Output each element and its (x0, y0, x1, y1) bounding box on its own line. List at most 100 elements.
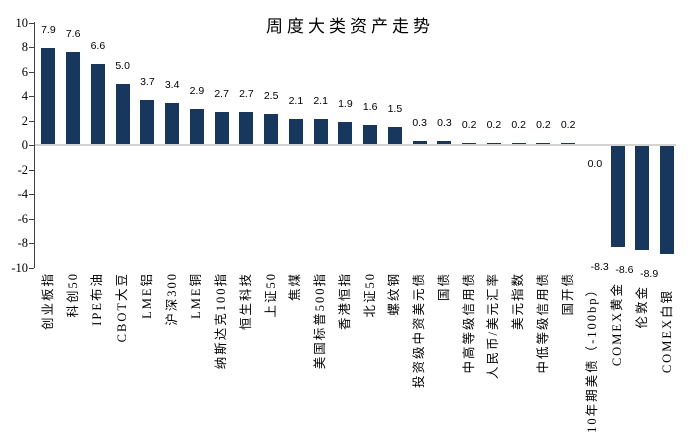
bar (165, 103, 180, 144)
y-tick-label: -4 (17, 187, 28, 201)
bar-value-label: 2.1 (288, 95, 304, 108)
category-label: LME铝 (139, 272, 154, 319)
category-label: 中低等级信用债 (535, 272, 550, 374)
y-axis-line (34, 22, 35, 268)
zero-gridline (35, 144, 676, 146)
y-tick-mark (29, 218, 34, 220)
chart-title: 周度大类资产走势 (266, 17, 434, 36)
bar-value-label: 0.3 (412, 117, 427, 130)
y-tick-label: 8 (21, 40, 28, 54)
y-tick-label: 6 (21, 64, 28, 79)
bar-value-label: 3.4 (164, 79, 180, 92)
bar (635, 146, 650, 251)
bar-value-label: 2.5 (263, 90, 279, 103)
bar-value-label: 2.7 (239, 87, 254, 100)
bar (41, 48, 56, 144)
y-tick-mark (29, 47, 34, 48)
y-tick-label: -2 (17, 162, 28, 177)
bar-value-label: -8.6 (615, 264, 634, 277)
category-label: 中高等级信用债 (461, 272, 476, 374)
category-label: 美元指数 (511, 272, 526, 331)
bar (239, 111, 254, 144)
category-label: CBOT大豆 (115, 272, 130, 343)
bar-value-label: 0.0 (587, 158, 603, 170)
bar-value-label: 0.2 (536, 118, 551, 131)
category-label: 北证50 (362, 272, 377, 318)
bar-value-label: 7.9 (41, 24, 56, 37)
category-label: 人民币/美元汇率 (486, 272, 501, 379)
y-tick-mark (29, 243, 34, 244)
category-label: 创业板指 (40, 272, 55, 331)
y-tick-label: 4 (21, 89, 28, 103)
bar (264, 114, 279, 144)
bar-value-label: 1.5 (387, 102, 403, 115)
bar (610, 146, 625, 247)
bar (660, 146, 675, 255)
bar (115, 83, 130, 144)
category-label: IPE布油 (90, 272, 105, 326)
bar-value-label: 0.2 (486, 118, 502, 131)
bar (412, 141, 427, 144)
category-label: 科创50 (65, 272, 80, 318)
bar-value-label: 7.6 (65, 27, 81, 40)
bar (189, 109, 204, 144)
bar-value-label: -8.9 (640, 268, 659, 281)
y-tick-mark (29, 267, 34, 269)
y-tick-label: 2 (21, 113, 28, 128)
bar (437, 141, 452, 144)
bar-value-label: 0.3 (437, 117, 452, 130)
bar-value-label: 6.6 (90, 40, 106, 53)
y-tick-mark (29, 169, 34, 171)
bar (536, 142, 551, 145)
bar (338, 121, 353, 144)
bar-value-label: 1.9 (338, 97, 353, 110)
bar (363, 125, 378, 144)
bar (214, 111, 229, 144)
y-tick-label: 0 (21, 138, 28, 152)
bar (66, 51, 81, 144)
bar (486, 142, 501, 145)
y-tick-mark (29, 120, 34, 122)
bar (511, 142, 526, 145)
bar-value-label: 2.1 (313, 95, 328, 108)
y-tick-label: 10 (15, 15, 29, 30)
category-label: 沪深300 (164, 272, 179, 326)
category-label: 纳斯达克100指 (214, 272, 229, 370)
category-label: 上证50 (263, 272, 278, 318)
y-tick-label: -6 (17, 211, 28, 226)
bar-value-label: 5.0 (115, 59, 130, 72)
bar (90, 64, 105, 144)
bar (387, 126, 402, 144)
category-label: COMEX白银 (659, 289, 674, 374)
category-label: 螺纹钢 (387, 272, 402, 316)
bar-value-label: 1.6 (362, 101, 378, 114)
y-tick-mark (29, 22, 34, 24)
y-tick-mark (29, 194, 34, 195)
category-label: 焦煤 (288, 272, 303, 302)
category-label: LME铜 (189, 272, 204, 319)
bar-value-label: 0.2 (461, 118, 477, 131)
category-label: 国债 (436, 272, 451, 302)
bar-value-label: 0.2 (511, 118, 526, 131)
category-label: 美国标普500指 (313, 272, 328, 370)
bar (313, 119, 328, 144)
bar (462, 142, 477, 145)
bar-value-label: -8.3 (590, 260, 609, 273)
y-tick-mark (29, 71, 34, 73)
category-label: 伦敦金 (634, 285, 649, 329)
category-label: COMEX黄金 (610, 281, 625, 366)
bar (288, 119, 303, 144)
y-tick-label: -8 (17, 236, 28, 250)
category-label: 香港恒指 (337, 272, 352, 331)
bar (140, 99, 155, 144)
bar (561, 142, 576, 145)
bar-value-label: 2.7 (214, 87, 229, 100)
bar-value-label: 2.9 (189, 85, 205, 98)
category-label: 投资级中资美元债 (412, 272, 427, 389)
y-tick-mark (29, 145, 34, 146)
category-label: 国开债 (560, 272, 575, 316)
bar-value-label: 3.7 (140, 75, 155, 88)
bar-value-label: 0.2 (560, 118, 576, 131)
category-label: 10年期美债（-100bp） (585, 282, 600, 433)
